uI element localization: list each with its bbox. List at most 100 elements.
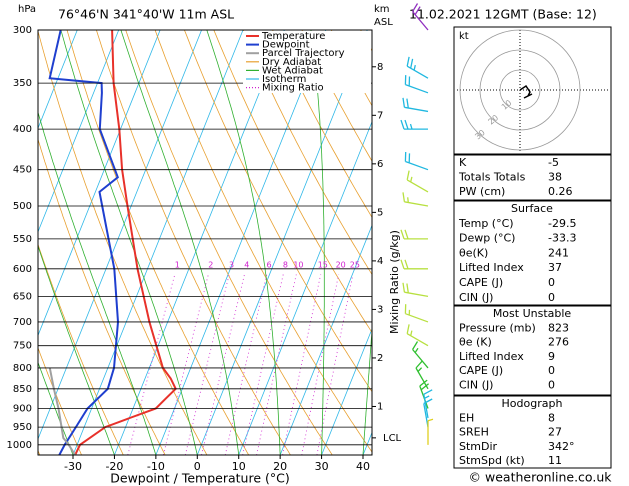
y-tick-label: 950 (13, 422, 32, 433)
profile-line (48, 367, 76, 455)
table-title: Most Unstable (493, 307, 572, 320)
x-tick-label: 0 (194, 460, 201, 473)
table-value: 11 (548, 454, 562, 467)
table-label: θe(K) (459, 246, 488, 259)
y-tick-label: 800 (13, 363, 32, 374)
y-tick-label: 450 (13, 165, 32, 176)
y2-tick-label: 6 (377, 159, 383, 170)
table-label: Pressure (mb) (459, 321, 536, 334)
y-tick-label: 650 (13, 291, 32, 302)
table-label: Lifted Index (459, 350, 524, 363)
mixing-ratio-label: 2 (208, 261, 213, 270)
y-tick-label: 900 (13, 404, 32, 415)
y-tick-label: 750 (13, 341, 32, 352)
table-label: Temp (°C) (458, 217, 514, 230)
table-value: 0 (548, 276, 555, 289)
mixing-ratio-label: 20 (336, 261, 346, 270)
isotherm (114, 30, 285, 455)
table-value: 342° (548, 440, 575, 453)
x-tick-label: 30 (315, 460, 329, 473)
table-title: Hodograph (502, 397, 563, 410)
mixing-ratio-line (162, 274, 209, 455)
hodograph-unit: kt (459, 31, 469, 42)
dry-adiabat (38, 243, 124, 455)
wet-adiabat (38, 361, 74, 455)
table-value: -33.3 (548, 232, 576, 245)
table-label: Dewp (°C) (459, 232, 515, 245)
table-label: EH (459, 411, 474, 424)
legend-label: Parcel Trajectory (262, 48, 345, 59)
legend-label: Temperature (261, 31, 325, 42)
x-tick-label: -10 (147, 460, 165, 473)
wind-barb (402, 97, 429, 113)
table-value: 0 (548, 364, 555, 377)
mixing-ratio-line (184, 274, 230, 455)
dry-adiabat (301, 30, 372, 162)
mixing-ratio-line (201, 274, 245, 455)
mixing-ratio-line (224, 274, 268, 455)
mixing-ratio-line (256, 274, 297, 455)
y-tick-label: 550 (13, 234, 32, 245)
wind-barb (406, 170, 429, 193)
y2-tick-label: 5 (377, 207, 383, 218)
mixing-ratio-label: 6 (266, 261, 271, 270)
x-tick-label: 20 (273, 460, 287, 473)
mixing-ratio-line (127, 274, 176, 455)
y2-axis-label-asl: ASL (374, 17, 393, 28)
table-label: StmSpd (kt) (459, 454, 525, 467)
y-axis-label: hPa (18, 4, 36, 15)
table-value: 276 (548, 336, 569, 349)
hodograph-ring (499, 69, 541, 111)
x-tick-label: 40 (356, 460, 370, 473)
wind-barb (400, 119, 429, 130)
legend-label: Mixing Ratio (262, 83, 324, 94)
table-value: 8 (548, 411, 555, 424)
table-value: 241 (548, 246, 569, 259)
y-tick-label: 1000 (7, 440, 32, 451)
y-tick-label: 600 (13, 264, 32, 275)
wind-barb (400, 229, 429, 240)
mixing-ratio-line (242, 274, 284, 455)
table-value: 0 (548, 379, 555, 392)
wind-barb (412, 3, 429, 31)
table-label: Lifted Index (459, 261, 524, 274)
dry-adiabat (125, 30, 333, 455)
y2-axis-label: km (374, 4, 390, 15)
mixing-ratio-label: 1 (175, 261, 180, 270)
wind-barb (404, 75, 429, 94)
y-tick-label: 850 (13, 384, 32, 395)
table-label: CIN (J) (459, 379, 493, 392)
x-tick-label: 10 (232, 460, 246, 473)
y2-tick-label: 2 (377, 353, 383, 364)
wind-barb (406, 56, 429, 79)
table-value: 27 (548, 426, 562, 439)
y-tick-label: 500 (13, 201, 32, 212)
plot-area (38, 30, 372, 455)
hodograph-ring (479, 49, 561, 131)
dry-adiabat (38, 30, 208, 455)
table-value: -29.5 (548, 217, 576, 230)
table-box (453, 305, 612, 396)
wind-barb (412, 341, 429, 369)
chart-subtitle: 11.02.2021 12GMT (Base: 12) (409, 7, 597, 22)
y2-tick-label: 4 (377, 256, 383, 267)
isotherm (38, 30, 161, 337)
wind-barb (423, 389, 433, 419)
mixing-ratio-label: Mixing Ratio (g/kg) (388, 230, 401, 334)
wind-barb (427, 418, 434, 445)
table-value: -5 (548, 156, 559, 169)
mixing-ratio-line (282, 274, 322, 455)
isotherm (279, 224, 372, 455)
legend-label: Dry Adiabat (262, 57, 321, 68)
legend-bg (243, 31, 371, 93)
table-value: 0 (548, 291, 555, 304)
wet-adiabat (206, 30, 281, 455)
isotherm (72, 30, 244, 455)
mixing-ratio-line (316, 274, 354, 455)
table-label: CIN (J) (459, 291, 493, 304)
wind-barb (402, 282, 429, 298)
hodograph-line (519, 84, 533, 99)
y2-tick-label: 3 (377, 304, 383, 315)
wind-barb (406, 324, 429, 347)
